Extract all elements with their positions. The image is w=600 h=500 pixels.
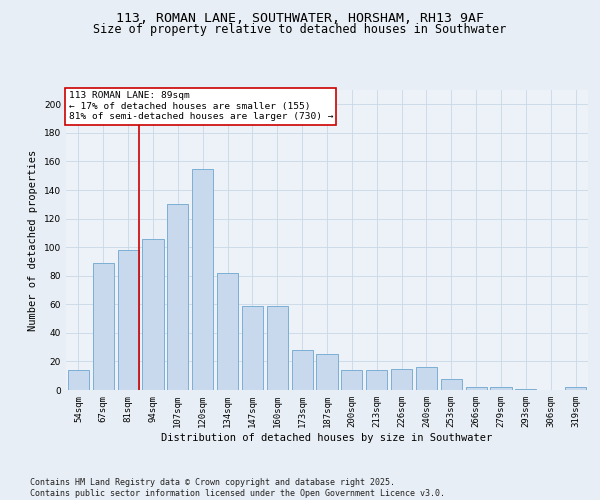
Bar [515,388,536,390]
Bar [267,306,288,390]
Text: Contains HM Land Registry data © Crown copyright and database right 2025.
Contai: Contains HM Land Registry data © Crown c… [30,478,445,498]
Text: 113, ROMAN LANE, SOUTHWATER, HORSHAM, RH13 9AF: 113, ROMAN LANE, SOUTHWATER, HORSHAM, RH… [116,12,484,26]
Bar [118,250,139,390]
Bar [341,370,362,390]
Bar [416,367,437,390]
Bar [366,370,387,390]
Bar [68,370,89,390]
Bar [316,354,338,390]
Bar [192,168,213,390]
Text: Size of property relative to detached houses in Southwater: Size of property relative to detached ho… [94,22,506,36]
Bar [93,263,114,390]
Bar [490,387,512,390]
Bar [391,368,412,390]
Bar [167,204,188,390]
Bar [142,238,164,390]
Y-axis label: Number of detached properties: Number of detached properties [28,150,38,330]
Bar [242,306,263,390]
Bar [441,378,462,390]
Bar [565,387,586,390]
Bar [217,273,238,390]
Text: 113 ROMAN LANE: 89sqm
← 17% of detached houses are smaller (155)
81% of semi-det: 113 ROMAN LANE: 89sqm ← 17% of detached … [68,92,333,122]
Bar [466,387,487,390]
Bar [292,350,313,390]
X-axis label: Distribution of detached houses by size in Southwater: Distribution of detached houses by size … [161,432,493,442]
